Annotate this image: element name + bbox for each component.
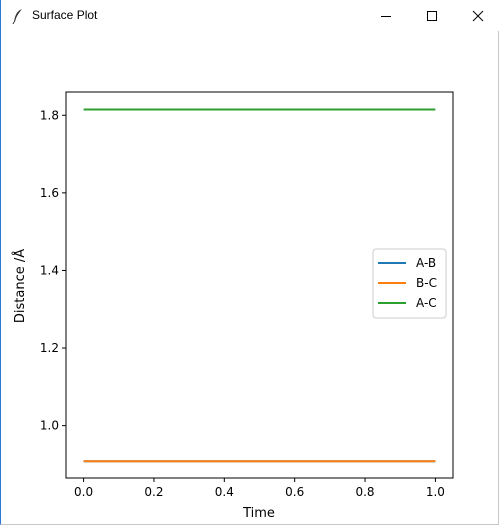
y-tick-label: 1.6 [40, 186, 59, 200]
x-tick-label: 0.0 [74, 485, 93, 499]
window-title: Surface Plot [32, 8, 98, 22]
x-tick-label: 0.2 [144, 485, 163, 499]
close-button[interactable] [455, 0, 499, 31]
feather-icon [12, 9, 22, 24]
y-tick-label: 1.0 [40, 419, 59, 433]
legend-box [372, 248, 447, 319]
legend-label: A-C [416, 296, 437, 310]
x-tick-label: 0.6 [285, 485, 304, 499]
plot-canvas[interactable]: 0.0 0.2 0.4 0.6 0.8 1.0 1.0 1.2 1.4 1.6 1.8 Time … [1, 31, 499, 524]
minimize-button[interactable] [363, 0, 409, 31]
legend-label: A-B [416, 256, 436, 270]
close-icon [472, 10, 484, 21]
maximize-icon [427, 10, 437, 21]
y-axis-label: Distance /Å [12, 249, 28, 323]
y-tick-label: 1.2 [40, 341, 59, 355]
y-axis: 1.0 1.2 1.4 1.6 1.8 [40, 108, 66, 433]
x-tick-label: 0.4 [215, 485, 234, 499]
legend-label: B-C [416, 276, 437, 290]
line-chart: 0.0 0.2 0.4 0.6 0.8 1.0 1.01.21.41.61.8 Time … [12, 91, 454, 521]
title-bar[interactable]: Surface Plot [1, 0, 499, 31]
minimize-icon [381, 15, 391, 17]
x-axis: 0.0 0.2 0.4 0.6 0.8 1.0 [74, 478, 445, 499]
maximize-button[interactable] [409, 0, 455, 31]
x-tick-label: 0.8 [355, 485, 374, 499]
y-tick-label: 1.4 [40, 263, 59, 277]
series-layer [83, 108, 436, 463]
x-axis-label: Time [242, 506, 275, 521]
y-tick-label: 1.8 [40, 108, 59, 122]
x-tick-label: 1.0 [426, 485, 445, 499]
legend: A-B B-C A-C [372, 248, 447, 319]
